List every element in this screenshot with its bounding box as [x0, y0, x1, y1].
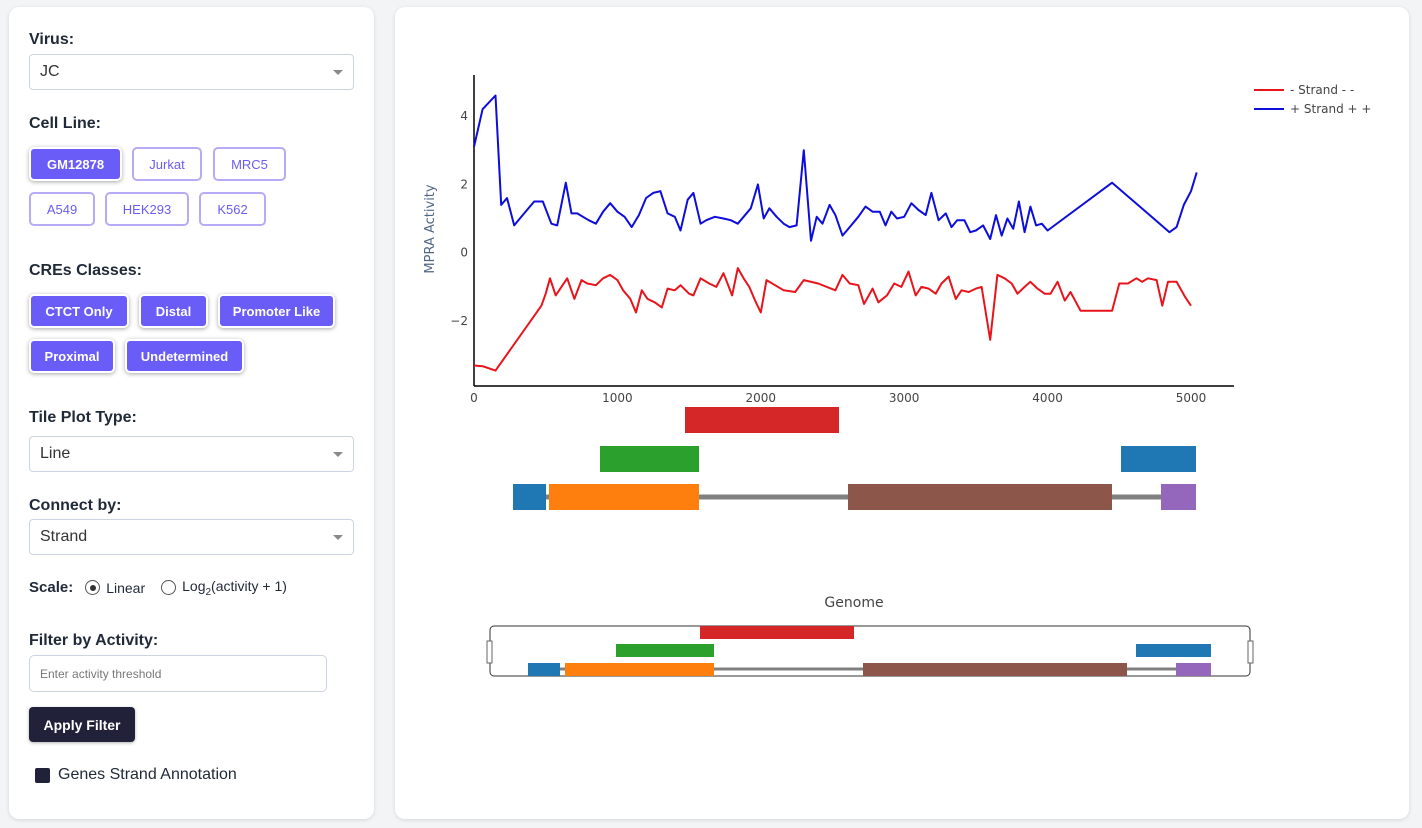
- genome-track-label: Genome: [824, 595, 883, 611]
- tile-plot-type-select[interactable]: Line: [29, 436, 354, 472]
- cell-line-chip-k562[interactable]: K562: [199, 192, 266, 226]
- range-slider-left-handle[interactable]: [486, 640, 493, 664]
- gene-block-green[interactable]: [600, 446, 699, 472]
- y-tick-label: 2: [460, 177, 468, 191]
- chevron-down-icon: [333, 535, 343, 540]
- x-tick-label: 1000: [602, 391, 633, 405]
- legend[interactable]: - Strand - - + Strand + +: [1254, 83, 1371, 116]
- overview-gene-orange: [565, 663, 714, 676]
- connect-by-label: Connect by:: [29, 497, 122, 514]
- apply-filter-button[interactable]: Apply Filter: [29, 707, 135, 742]
- chevron-down-icon: [333, 452, 343, 457]
- cell-line-chip-gm12878[interactable]: GM12878: [29, 147, 122, 181]
- chevron-down-icon: [333, 70, 343, 75]
- cre-chip-undetermined[interactable]: Undetermined: [125, 339, 244, 373]
- cre-chip-ctct-only[interactable]: CTCT Only: [29, 294, 129, 328]
- cell-line-chip-jurkat[interactable]: Jurkat: [132, 147, 202, 181]
- connect-by-select[interactable]: Strand: [29, 519, 354, 555]
- virus-select[interactable]: JC: [29, 54, 354, 90]
- y-tick-label: 0: [460, 246, 468, 260]
- connect-by-value: Strand: [40, 528, 88, 545]
- plot-panel: 0 1000 2000 3000 4000 5000 −2 0 2 4 - Strand - - …: [395, 7, 1409, 819]
- tile-plot-type-value: Line: [40, 445, 71, 462]
- scale-label: Scale:: [29, 579, 74, 597]
- genes-strand-annotation-toggle[interactable]: Genes Strand Annotation: [35, 766, 237, 784]
- overview-gene-green: [616, 644, 714, 657]
- activity-threshold-input[interactable]: [29, 655, 327, 692]
- series-line-plus-strand[interactable]: [473, 94, 1198, 242]
- series-line-minus-strand[interactable]: [473, 267, 1192, 372]
- y-tick-label: 4: [460, 109, 468, 123]
- x-tick-label: 5000: [1176, 391, 1207, 405]
- cell-line-chip-a549[interactable]: A549: [29, 192, 95, 226]
- overview-gene-red: [700, 626, 854, 639]
- range-slider-right-handle[interactable]: [1247, 640, 1254, 664]
- gene-annotation-track: [513, 407, 1196, 510]
- cell-line-label: Cell Line:: [29, 115, 102, 132]
- tile-plot-type-label: Tile Plot Type:: [29, 409, 137, 426]
- x-tick-label: 0: [470, 391, 478, 405]
- x-tick-label: 2000: [746, 391, 777, 405]
- gene-block-brown[interactable]: [848, 484, 1112, 510]
- virus-select-value: JC: [40, 63, 60, 80]
- overview-gene-blue: [528, 663, 560, 676]
- x-tick-label: 4000: [1032, 391, 1063, 405]
- cre-chip-proximal[interactable]: Proximal: [29, 339, 115, 373]
- cell-line-chip-hek293[interactable]: HEK293: [105, 192, 189, 226]
- cre-chip-distal[interactable]: Distal: [139, 294, 208, 328]
- cre-classes-label: CREs Classes:: [29, 262, 142, 279]
- gene-block-orange[interactable]: [549, 484, 699, 510]
- gene-block-red[interactable]: [685, 407, 839, 433]
- legend-label-plus: + Strand + +: [1290, 102, 1371, 116]
- controls-panel: Virus: JC Cell Line: GM12878 Jurkat MRC5…: [9, 7, 374, 819]
- y-axis-label: MPRA Activity: [423, 184, 438, 274]
- overview-gene-blue-top: [1136, 644, 1211, 657]
- overview-gene-brown: [863, 663, 1127, 676]
- scale-row: Scale: Linear Log2(activity + 1): [29, 578, 287, 598]
- gene-block-blue-top[interactable]: [1121, 446, 1196, 472]
- radio-linear[interactable]: [85, 580, 101, 596]
- gene-block-purple[interactable]: [1161, 484, 1196, 510]
- virus-label: Virus:: [29, 31, 75, 48]
- genome-range-slider[interactable]: [486, 625, 1254, 677]
- overview-gene-purple: [1176, 663, 1211, 676]
- radio-linear-label: Linear: [106, 579, 146, 596]
- genes-strand-annotation-label: Genes Strand Annotation: [58, 766, 237, 783]
- y-tick-label: −2: [450, 314, 468, 328]
- legend-label-minus: - Strand - -: [1290, 83, 1354, 97]
- radio-log2[interactable]: [161, 580, 177, 596]
- cre-chip-promoter-like[interactable]: Promoter Like: [218, 294, 335, 328]
- x-tick-label: 3000: [889, 391, 920, 405]
- cell-line-chip-mrc5[interactable]: MRC5: [213, 147, 286, 181]
- filter-label: Filter by Activity:: [29, 632, 159, 649]
- checkbox-checked-icon[interactable]: [35, 767, 50, 783]
- gene-block-blue[interactable]: [513, 484, 546, 510]
- activity-plot[interactable]: 0 1000 2000 3000 4000 5000 −2 0 2 4 - Strand - - …: [395, 7, 1409, 819]
- radio-log2-label: Log2(activity + 1): [182, 578, 287, 598]
